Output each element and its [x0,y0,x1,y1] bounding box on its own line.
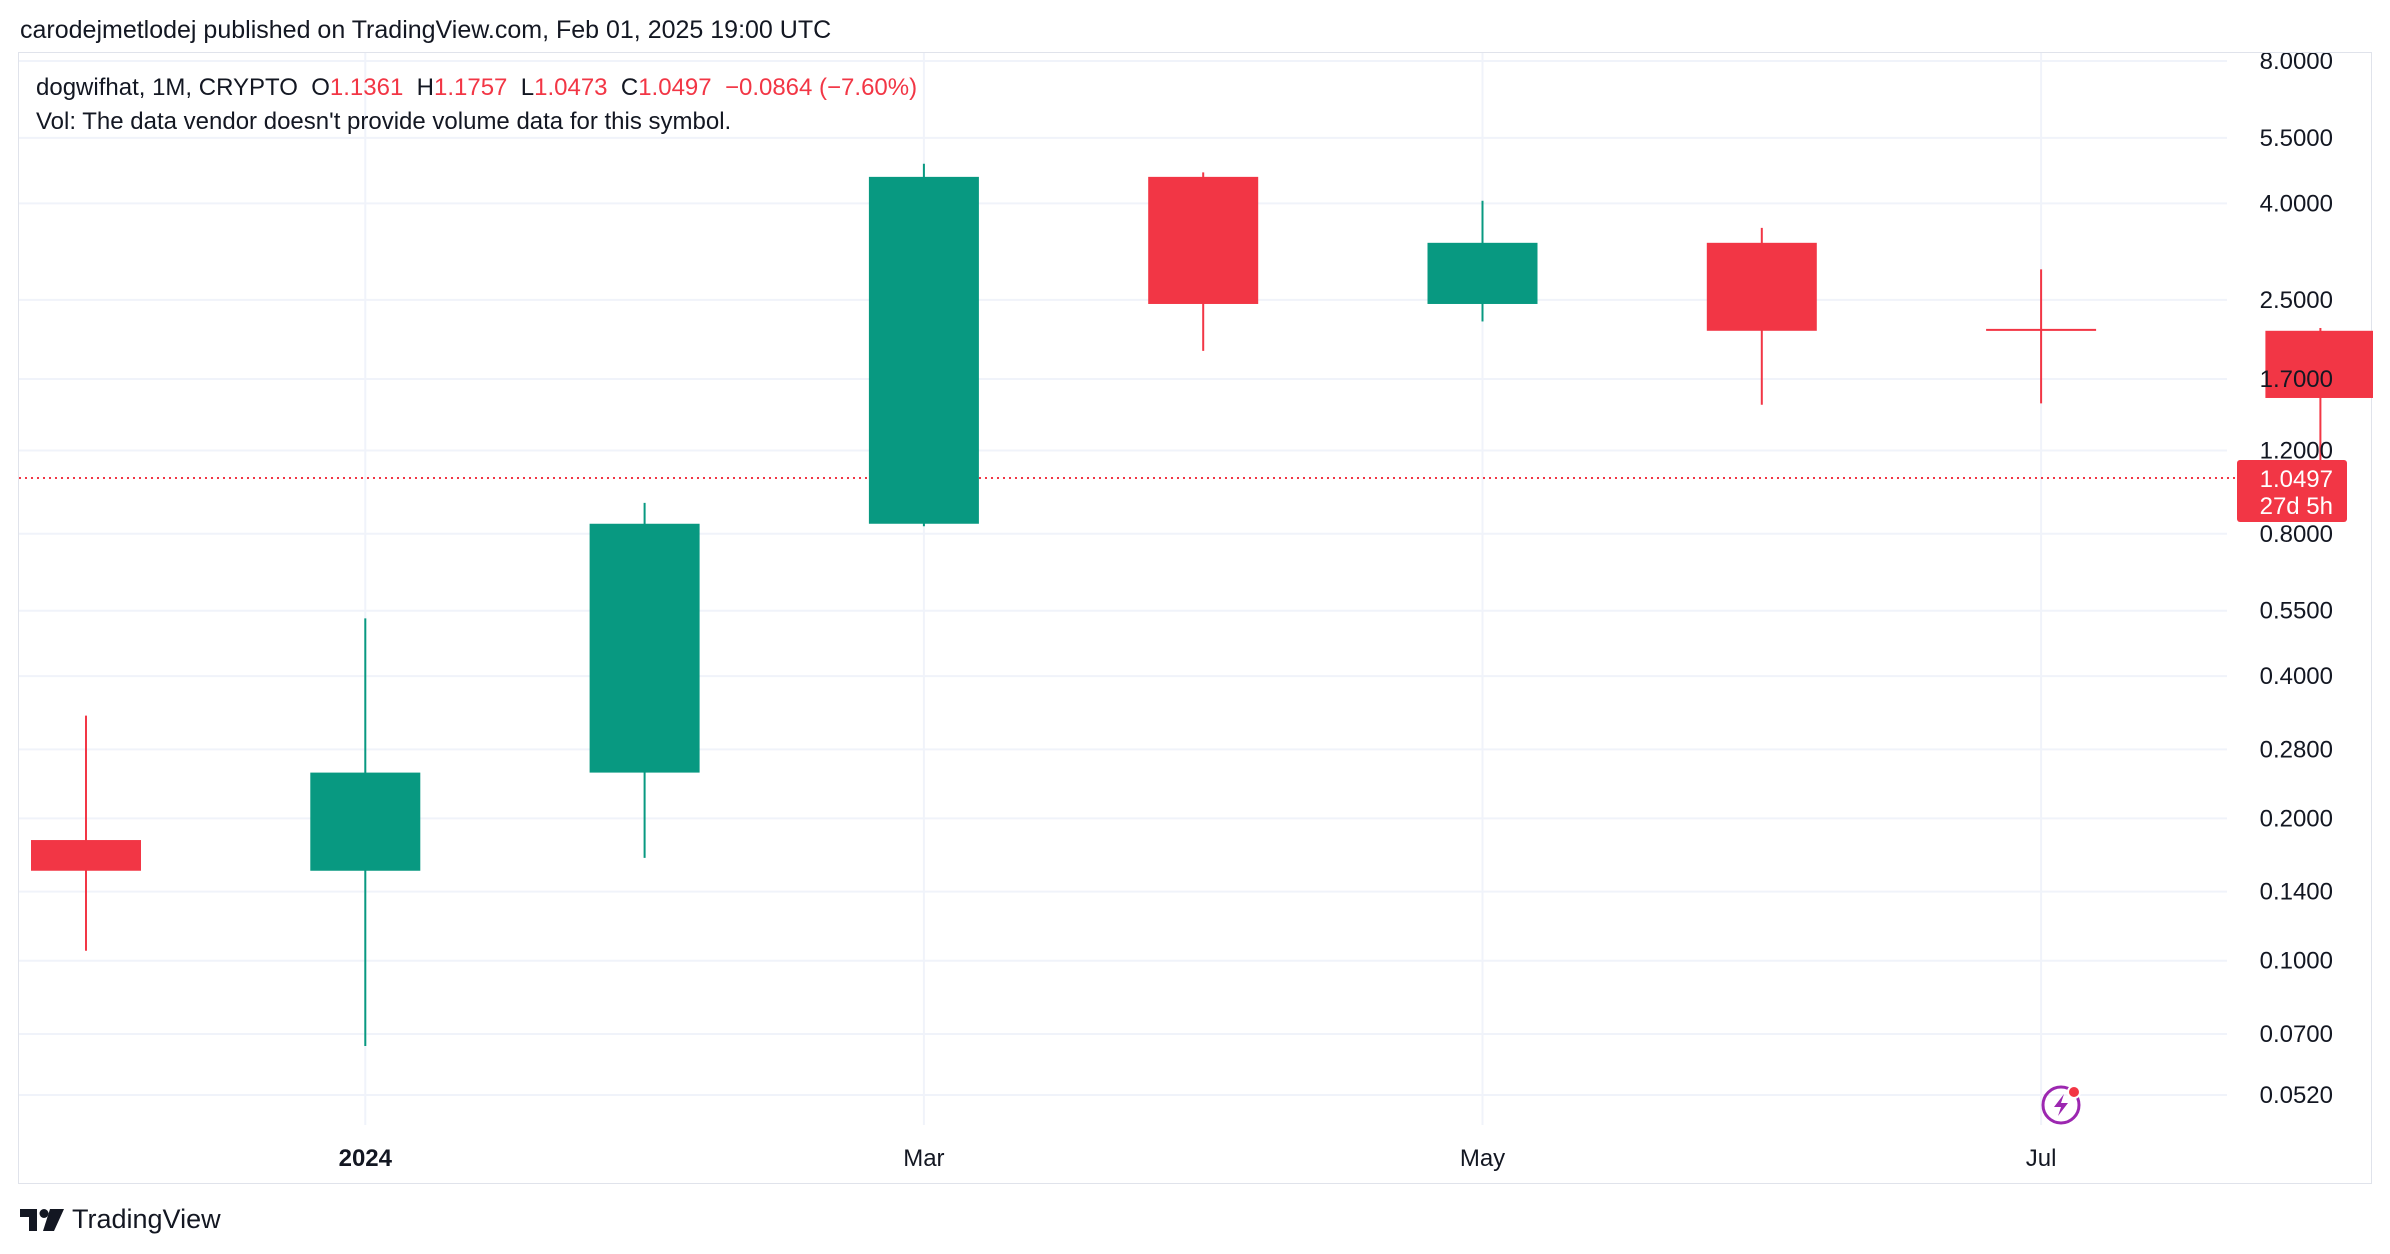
chart-frame[interactable]: 8.0000 5.5000 4.0000 2.5000 1.7000 1.2000 0.80… [18,52,2373,1185]
open-label: O [311,74,330,101]
y-tick-label: 8.0000 [2260,53,2333,75]
y-tick-label: 0.8000 [2260,521,2333,548]
candle-body [868,176,979,524]
publish-line: carodejmetlodej published on TradingView… [20,16,832,44]
y-tick-label: 0.1000 [2260,948,2333,975]
y-tick-label: 0.4000 [2260,663,2333,690]
high-label: H [416,74,434,101]
candle-body [2265,330,2373,398]
candle-2024-05[interactable] [1706,227,1817,405]
candle-body [1427,242,1538,304]
ohlc-row: dogwifhat, 1M, CRYPTO O1.1361 H1.1757 L1… [36,71,917,105]
tradingview-logo-icon [20,1208,64,1231]
y-tick-label: 5.5000 [2260,125,2333,152]
candle-body [31,840,141,871]
candle-2024-04[interactable] [1427,200,1538,322]
close-label: C [620,74,639,101]
x-tick-label: Mar [903,1145,944,1172]
bar-countdown: 27d 5h [2260,493,2333,520]
tradingview-brand-text: TradingView [72,1204,221,1234]
y-tick-label: 0.0700 [2260,1021,2333,1048]
symbol-label: dogwifhat, 1M, CRYPTO [36,74,298,101]
close-value: 1.0497 [638,74,712,101]
high-value: 1.1757 [434,74,508,101]
candle-body [1706,242,1817,331]
y-tick-label: 0.0520 [2260,1082,2333,1109]
candle-2024-02[interactable] [868,163,979,527]
y-tick-label: 0.5500 [2260,598,2333,625]
low-label: L [520,74,535,101]
candle-2023-12[interactable] [310,618,421,1047]
flash-icon[interactable] [2041,1085,2081,1125]
candle-body [1986,328,2097,331]
x-tick-label: May [1460,1145,1505,1172]
candle-body [310,772,421,871]
y-tick-label: 2.5000 [2260,287,2333,314]
last-price-value: 1.0497 [2260,466,2333,493]
volume-notice: Vol: The data vendor doesn't provide vol… [36,108,732,135]
y-tick-label: 0.2800 [2260,736,2333,763]
candle-2024-03[interactable] [1148,172,1259,351]
tradingview-logo[interactable]: TradingView [20,1204,221,1235]
candle-body [589,523,700,773]
candle-layer[interactable] [31,163,2373,1047]
x-tick-label: Jul [2026,1145,2057,1172]
change-value: −0.0864 (−7.60%) [724,74,918,101]
y-tick-label: 1.7000 [2260,366,2333,393]
price-axis[interactable]: 8.00005.50004.00002.50001.70001.20000.80… [2260,53,2333,1109]
candle-body [1148,176,1259,304]
open-value: 1.1361 [329,74,404,101]
candle-2024-06[interactable] [1986,269,2097,404]
candlestick-chart[interactable]: 8.00005.50004.00002.50001.70001.20000.80… [19,53,2373,1185]
y-tick-label: 0.2000 [2260,805,2333,832]
x-tick-label: 2024 [339,1145,393,1172]
candle-2023-11[interactable] [31,715,141,951]
y-tick-label: 4.0000 [2260,190,2333,217]
last-price-badge-bg [2237,459,2347,522]
candle-2024-07[interactable] [2265,327,2373,469]
low-value: 1.0473 [534,74,608,101]
y-tick-label: 0.1400 [2260,879,2333,906]
chart-legend: dogwifhat, 1M, CRYPTO O1.1361 H1.1757 L1… [36,71,917,139]
candle-2024-01[interactable] [589,502,700,858]
time-axis[interactable]: 2024MarMayJulSepNov2025Mar [339,1145,2373,1172]
